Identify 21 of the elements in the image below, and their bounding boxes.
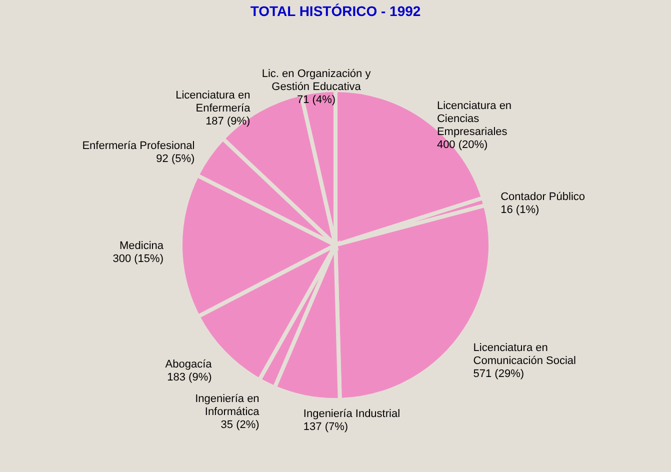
data-label: 71 (4%) [297,94,336,106]
slice-label: Lic. en Organización y Gestión Educativa [262,68,372,94]
slice-label: Medicina [119,240,164,252]
slice-label: Licenciatura en Ciencias Empresariales [436,100,512,138]
slice-label: Contador Público [500,190,586,203]
data-label: 92 (5%) [156,153,195,166]
data-label: 300 (15%) [112,253,164,266]
slice-label: Licenciatura en Comunicación Social [473,342,576,367]
slice-label: Enfermería Profesional [82,140,195,152]
data-label: 571 (29%) [473,368,524,380]
chart-title: TOTAL HISTÓRICO - 1992 [250,3,421,19]
data-label: 16 (1%) [500,204,540,216]
data-label: 400 (20%) [436,139,488,152]
slice-label: Ingeniería Industrial [303,408,400,420]
data-label: 35 (2%) [220,419,260,432]
data-label: 187 (9%) [206,116,250,128]
slice-label: Ingeniería en Informática [195,393,260,418]
data-label: 137 (7%) [303,420,348,433]
slice-label: Abogacía [165,358,213,370]
slice-label: Licenciatura en Enfermería [176,90,252,115]
data-label: 183 (9%) [167,371,212,384]
